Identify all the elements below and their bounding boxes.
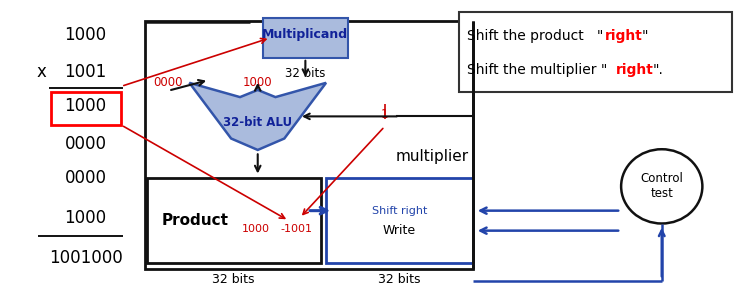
Bar <box>51 92 121 125</box>
Text: 0000: 0000 <box>154 76 183 89</box>
Text: Shift right: Shift right <box>372 206 427 216</box>
Bar <box>326 178 474 264</box>
Text: 1: 1 <box>381 109 389 122</box>
Bar <box>263 18 348 58</box>
Polygon shape <box>189 83 326 150</box>
Text: 0000: 0000 <box>64 134 107 153</box>
Bar <box>459 12 732 92</box>
Text: 1000: 1000 <box>64 209 107 227</box>
Bar <box>147 178 320 264</box>
Text: 1001000: 1001000 <box>49 249 123 267</box>
Bar <box>145 21 474 269</box>
Text: 1000: 1000 <box>243 76 272 89</box>
Text: 32 bits: 32 bits <box>378 273 421 286</box>
Text: -1001: -1001 <box>280 224 312 234</box>
Text: ".: ". <box>653 63 664 77</box>
Text: Shift the product   ": Shift the product " <box>468 29 604 43</box>
Text: Write: Write <box>383 224 416 237</box>
Text: 1000: 1000 <box>64 26 107 44</box>
Text: Control
test: Control test <box>640 173 683 200</box>
Text: Product: Product <box>161 213 229 228</box>
Text: 1001: 1001 <box>64 63 107 81</box>
Text: x: x <box>36 63 47 81</box>
Text: Multiplicand: Multiplicand <box>262 29 349 41</box>
Text: ": " <box>642 29 648 43</box>
Text: 32 bits: 32 bits <box>212 273 255 286</box>
Text: 32 bits: 32 bits <box>285 67 326 80</box>
Text: 1000: 1000 <box>241 224 269 234</box>
Text: Shift the multiplier ": Shift the multiplier " <box>468 63 608 77</box>
Text: right: right <box>605 29 643 43</box>
Ellipse shape <box>621 149 702 223</box>
Text: 0000: 0000 <box>64 169 107 187</box>
Text: 32-bit ALU: 32-bit ALU <box>223 115 292 129</box>
Text: multiplier: multiplier <box>396 149 469 164</box>
Text: right: right <box>616 63 654 77</box>
Text: 1000: 1000 <box>64 97 107 115</box>
